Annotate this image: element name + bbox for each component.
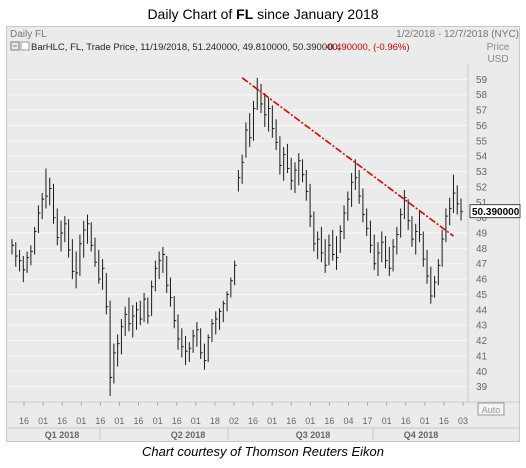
y-tick-label: 41 <box>476 351 488 362</box>
y-tick-label: 56 <box>476 121 488 132</box>
x-tick-label: 01 <box>382 416 392 426</box>
x-tick-label: 01 <box>76 416 86 426</box>
y-tick-label: 59 <box>476 75 488 86</box>
x-tick-label: 03 <box>458 416 468 426</box>
y-tick-label: 40 <box>476 367 488 378</box>
x-tick-label: 16 <box>248 416 258 426</box>
y-tick-label: 51 <box>476 198 488 209</box>
auto-scale-label: Auto <box>482 405 501 415</box>
x-tick-label: 01 <box>305 416 315 426</box>
x-tick-label: 16 <box>286 416 296 426</box>
x-tick-label: 02 <box>229 416 239 426</box>
price-bars <box>11 77 463 396</box>
y-tick-label: 47 <box>476 259 488 270</box>
y-tick-label: 53 <box>476 167 488 178</box>
y-tick-label: 46 <box>476 275 488 286</box>
x-tick-label: 01 <box>38 416 48 426</box>
y-tick-label: 45 <box>476 290 488 301</box>
x-tick-label: 04 <box>343 416 353 426</box>
x-tick-label: 16 <box>324 416 334 426</box>
y-tick-label: 54 <box>476 152 488 163</box>
trendline-segment <box>241 77 454 237</box>
y-axis: 39 40 41 42 43 44 45 46 47 48 49 50 51 52 53 54 55 56 57 58… <box>476 75 488 393</box>
x-tick-label: 16 <box>57 416 67 426</box>
x-tick-label: 16 <box>172 416 182 426</box>
last-price-tag: 50.390000 <box>469 204 521 219</box>
quarter-label: Q3 2018 <box>296 430 331 440</box>
grid-lines <box>8 64 520 429</box>
auto-scale-button[interactable] <box>477 402 505 416</box>
last-price-box <box>469 204 521 219</box>
y-tick-label: 42 <box>476 336 488 347</box>
y-tick-label: 55 <box>476 136 488 147</box>
y-tick-label: 58 <box>476 90 488 101</box>
trendline[interactable] <box>241 77 454 237</box>
y-tick-label: 49 <box>476 229 488 240</box>
currency-label: USD <box>487 54 508 65</box>
legend-row: BarHLC, FL, Trade Price, 11/19/2018, 51.… <box>10 41 410 53</box>
date-range: 1/2/2018 - 12/7/2018 (NYC) <box>396 29 519 40</box>
y-tick-label: 57 <box>476 106 488 117</box>
last-price-value: 50.390000 <box>472 207 520 218</box>
x-tick-label: 01 <box>153 416 163 426</box>
legend-text: BarHLC, FL, Trade Price, 11/19/2018, 51.… <box>31 42 340 53</box>
x-axis: 16 01 16 01 16 01 16 01 16 01 18 02 16 01 16 01 16 04 17 01… <box>19 402 468 440</box>
chart-title: Daily Chart of FL since January 2018 <box>147 6 379 22</box>
x-tick-label: 16 <box>19 416 29 426</box>
x-tick-label: 01 <box>420 416 430 426</box>
x-tick-label: 01 <box>114 416 124 426</box>
chart-caption: Chart courtesy of Thomson Reuters Eikon <box>141 444 385 459</box>
x-tick-label: 16 <box>134 416 144 426</box>
quarter-label: Q4 2018 <box>404 430 439 440</box>
bar-series-icon <box>20 41 30 51</box>
x-tick-label: 18 <box>210 416 220 426</box>
y-tick-label: 39 <box>476 382 488 393</box>
x-tick-label: 17 <box>363 416 373 426</box>
y-tick-label: 43 <box>476 321 488 332</box>
price-label: Price <box>487 42 510 53</box>
x-tick-label: 16 <box>439 416 449 426</box>
x-tick-label: 01 <box>191 416 201 426</box>
y-tick-label: 44 <box>476 305 488 316</box>
y-tick-label: 52 <box>476 182 488 193</box>
x-tick-label: 16 <box>95 416 105 426</box>
quarter-label: Q1 2018 <box>45 430 80 440</box>
y-tick-label: 48 <box>476 244 488 255</box>
change-text: -0.490000, (-0.96%) <box>325 42 410 53</box>
y-tick-label: 50 <box>476 213 488 224</box>
panel-name: Daily FL <box>10 29 47 40</box>
legend-collapse-icon[interactable] <box>10 41 20 51</box>
x-tick-label: 01 <box>267 416 277 426</box>
quarter-label: Q2 2018 <box>171 430 206 440</box>
x-tick-label: 16 <box>401 416 411 426</box>
